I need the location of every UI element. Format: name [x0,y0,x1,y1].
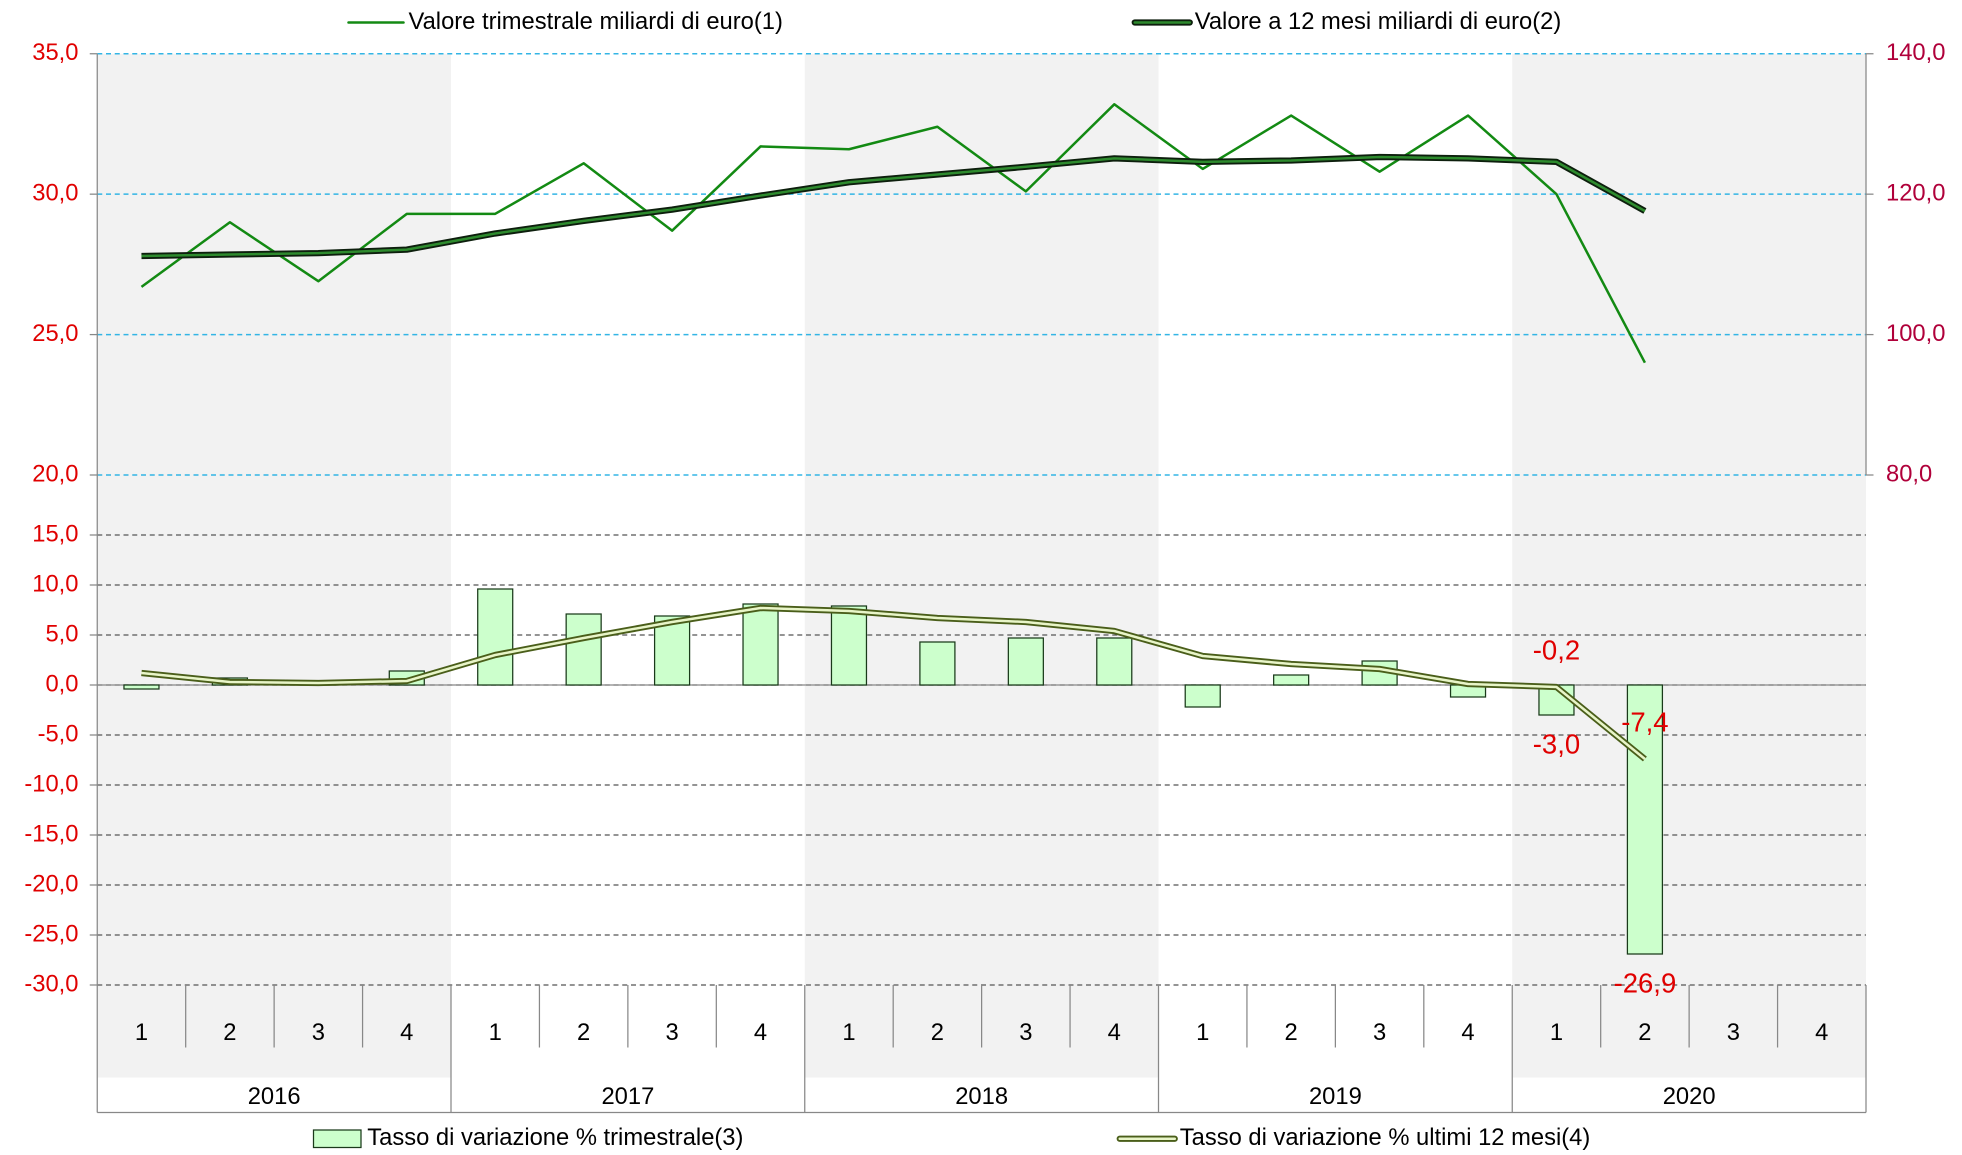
x-tick-label: 4 [754,1019,767,1046]
x-tick-label: 2 [1285,1019,1298,1046]
y-tick-label: 10,0 [32,570,78,597]
legend-label: Tasso di variazione % trimestrale(3) [367,1124,743,1151]
legend-label: Valore a 12 mesi miliardi di euro(2) [1195,8,1562,35]
x-tick-label: 4 [1108,1019,1121,1046]
y-tick-label: -15,0 [24,820,78,847]
year-band [97,53,451,1078]
x-tick-label: 2 [223,1019,236,1046]
bar [1626,684,1664,955]
legend-label: Valore trimestrale miliardi di euro(1) [409,8,783,35]
bar [477,588,514,686]
x-tick-label: 1 [489,1019,502,1046]
x-tick-label: 1 [135,1019,148,1046]
y-tick-label: 15,0 [32,520,78,547]
y-tick-label: -25,0 [24,920,78,947]
bar [1273,674,1310,686]
year-band [1512,53,1866,1078]
data-label: -0,2 [1533,634,1580,665]
x-tick-label: 1 [1196,1019,1209,1046]
bar [742,603,779,686]
y-tick-label: -10,0 [24,770,78,797]
year-label: 2016 [248,1083,301,1110]
x-tick-label: 3 [665,1019,678,1046]
y-tick-label: -20,0 [24,870,78,897]
year-band [804,53,1159,1078]
y-tick-label: 35,0 [32,39,78,66]
y-tick-label: -30,0 [24,970,78,997]
x-tick-label: 4 [1461,1019,1474,1046]
y-tick-label: 20,0 [32,460,78,487]
line-series [141,606,1646,760]
data-label: -7,4 [1621,706,1668,737]
legend-label: Tasso di variazione % ultimi 12 mesi(4) [1180,1124,1591,1151]
line-series [140,103,1647,364]
y2-tick-label: 100,0 [1886,320,1945,347]
bar [919,641,956,686]
year-label: 2018 [955,1083,1008,1110]
x-tick-label: 1 [1550,1019,1563,1046]
bar [1007,637,1044,686]
x-tick-label: 1 [842,1019,855,1046]
y-tick-label: -5,0 [38,720,79,747]
y2-tick-label: 140,0 [1886,39,1945,66]
year-label: 2017 [601,1083,654,1110]
bar [1096,637,1133,686]
x-tick-label: 3 [1373,1019,1386,1046]
y2-tick-label: 120,0 [1886,179,1945,206]
y-tick-label: 5,0 [45,620,78,647]
y-tick-label: 0,0 [45,670,78,697]
x-tick-label: 3 [312,1019,325,1046]
y-tick-label: 25,0 [32,320,78,347]
x-tick-label: 4 [1815,1019,1828,1046]
bar [653,615,691,686]
bar [830,605,868,686]
year-label: 2020 [1663,1083,1716,1110]
x-tick-label: 2 [931,1019,944,1046]
bar [565,613,602,686]
y2-tick-label: 80,0 [1886,460,1932,487]
bar [123,684,160,690]
x-tick-label: 2 [577,1019,590,1046]
legend-swatch [312,1129,362,1149]
data-label: -26,9 [1614,968,1677,999]
line-series [141,155,1646,258]
data-label: -3,0 [1533,729,1580,760]
y-tick-label: 30,0 [32,179,78,206]
x-tick-label: 4 [400,1019,413,1046]
x-tick-label: 2 [1638,1019,1651,1046]
x-tick-label: 3 [1727,1019,1740,1046]
x-tick-label: 3 [1019,1019,1032,1046]
year-label: 2019 [1309,1083,1362,1110]
bar [1184,684,1221,708]
